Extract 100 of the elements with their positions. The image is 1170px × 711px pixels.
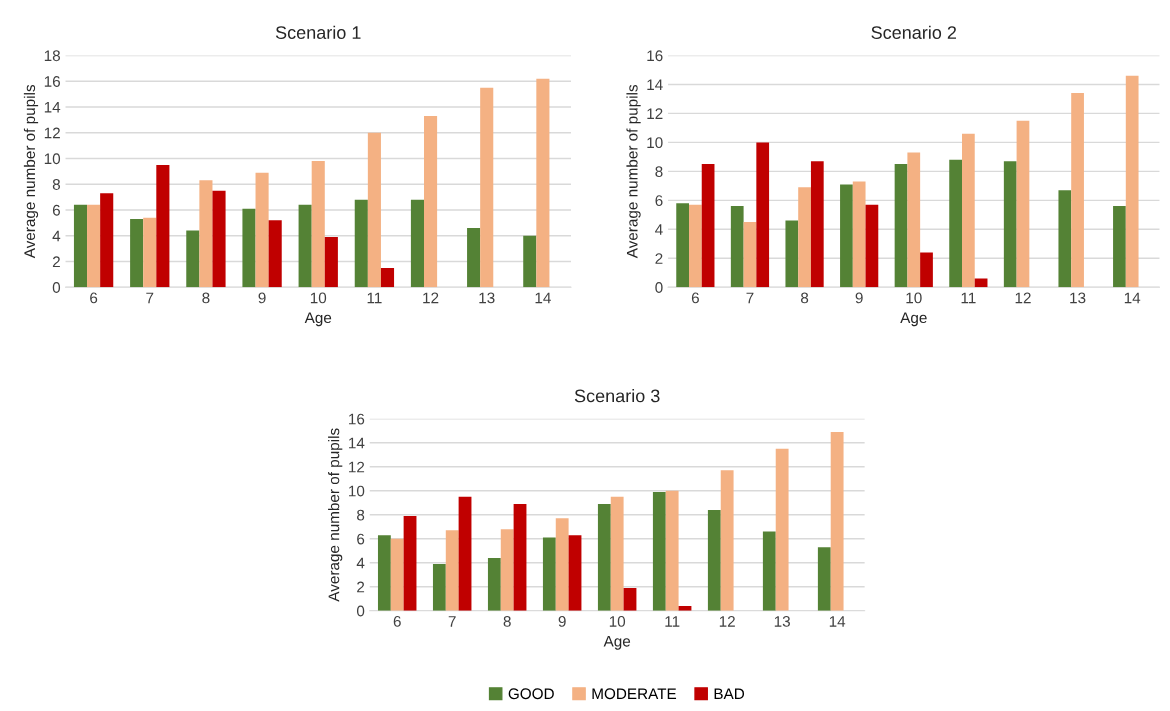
chart-title: Scenario 2: [871, 25, 957, 39]
bar: [920, 252, 933, 288]
bar: [542, 537, 556, 611]
bar: [1113, 206, 1126, 288]
bar: [536, 78, 550, 288]
x-tick-label: 7: [448, 616, 456, 627]
bar: [255, 172, 269, 288]
bar: [1058, 190, 1072, 288]
x-tick-label: 6: [90, 292, 98, 304]
bar: [390, 538, 404, 611]
bar: [324, 237, 338, 288]
x-tick-label: 11: [665, 616, 680, 627]
bar: [798, 187, 811, 288]
bar: [523, 235, 537, 288]
x-tick-label: 11: [961, 292, 976, 304]
x-axis-title: Age: [900, 312, 927, 327]
x-tick-label: 6: [691, 292, 699, 304]
bar: [707, 509, 721, 611]
bar: [199, 180, 213, 288]
x-tick-label: 8: [503, 616, 511, 627]
bar: [410, 199, 425, 288]
y-tick-label: 6: [52, 204, 60, 216]
x-tick-label: 12: [1015, 292, 1031, 304]
y-tick-label: 12: [647, 108, 663, 119]
bar: [130, 219, 144, 288]
bar: [623, 587, 637, 611]
bar: [445, 530, 459, 611]
bar: [458, 496, 472, 611]
bar: [380, 267, 395, 288]
bar: [1125, 75, 1139, 288]
bar: [1016, 120, 1030, 288]
y-tick-label: 16: [647, 50, 663, 62]
bar: [354, 199, 368, 288]
bar: [665, 490, 679, 611]
y-tick-label: 6: [357, 533, 365, 545]
y-tick-label: 16: [44, 76, 60, 87]
legend-label: GOOD: [508, 688, 554, 700]
bar: [156, 164, 170, 288]
bar: [480, 87, 494, 288]
x-axis-title: Age: [603, 635, 631, 650]
x-tick-label: 8: [202, 292, 210, 304]
x-tick-label: 13: [1070, 292, 1086, 304]
bar: [817, 547, 831, 611]
y-axis-title: Average number of pupils: [23, 84, 39, 259]
bar: [907, 152, 921, 288]
bar: [676, 203, 689, 288]
y-tick-label: 4: [655, 224, 663, 235]
x-tick-label: 10: [906, 292, 922, 304]
y-axis-title: Average number of pupils: [328, 428, 343, 602]
bar: [367, 132, 381, 288]
y-tick-label: 14: [647, 79, 663, 90]
bar: [500, 529, 514, 611]
y-tick-label: 4: [356, 557, 365, 569]
bar: [73, 204, 88, 288]
bar: [701, 164, 715, 288]
x-tick-label: 9: [855, 292, 863, 304]
bar: [762, 531, 776, 611]
x-tick-label: 13: [774, 616, 790, 627]
x-tick-label: 14: [1124, 292, 1141, 304]
y-tick-label: 14: [349, 437, 365, 449]
bar: [756, 142, 770, 288]
x-tick-label: 8: [800, 292, 809, 304]
bar: [1071, 93, 1084, 288]
chart-title: Scenario 3: [574, 389, 660, 403]
y-tick-label: 12: [349, 461, 365, 473]
y-tick-label: 8: [52, 179, 60, 190]
bar: [268, 220, 282, 288]
y-tick-label: 10: [349, 485, 365, 497]
x-tick-label: 7: [146, 292, 154, 304]
bar: [87, 204, 101, 288]
y-axis-title: Average number of pupils: [626, 84, 641, 259]
bar: [242, 208, 256, 288]
x-tick-label: 12: [423, 292, 439, 304]
bar: [720, 470, 734, 611]
x-axis-title: Age: [304, 312, 332, 327]
bar: [652, 491, 666, 611]
bar: [852, 181, 866, 288]
bar: [810, 161, 824, 288]
x-tick-label: 14: [829, 616, 846, 627]
bar: [467, 228, 481, 288]
x-tick-label: 6: [393, 616, 401, 627]
x-tick-label: 13: [479, 292, 495, 304]
bar: [597, 503, 611, 611]
bar: [555, 518, 569, 611]
bar: [1003, 161, 1017, 288]
x-tick-label: 11: [367, 292, 382, 304]
y-tick-label: 18: [44, 50, 60, 62]
y-tick-label: 12: [44, 127, 60, 139]
bar: [487, 557, 501, 611]
y-tick-label: 8: [655, 166, 663, 178]
legend-label: MODERATE: [592, 688, 677, 700]
bar: [100, 193, 114, 288]
y-tick-label: 10: [647, 137, 663, 149]
chart-title: Scenario 1: [275, 25, 361, 39]
bar: [865, 204, 879, 288]
x-tick-label: 9: [558, 616, 566, 627]
bar: [775, 448, 789, 611]
y-tick-label: 2: [357, 581, 365, 593]
bar: [894, 164, 908, 288]
bar: [949, 159, 962, 288]
